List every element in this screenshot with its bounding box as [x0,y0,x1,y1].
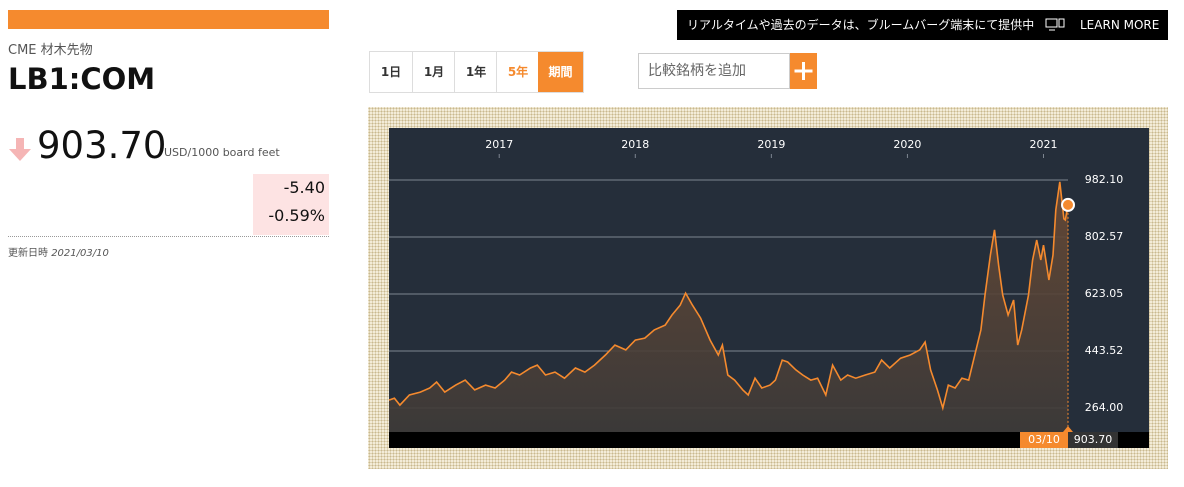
x-tick-label: 2018 [621,138,649,151]
x-tick-label: 2019 [757,138,785,151]
change: -5.40 [283,178,325,197]
date-flag [1020,432,1068,448]
x-tick-label: 2021 [1030,138,1058,151]
compare-placeholder: 比較銘柄を追加 [648,63,746,79]
down-arrow [9,138,31,161]
date-flag-label: 03/10 [1028,433,1060,446]
chart: 264.00 443.52 623.05 802.57 982.10 2017 2018 20… [389,128,1149,448]
price: 903.70 [37,124,167,167]
x-tick-label: 2020 [893,138,921,151]
range-button[interactable]: 5年 [496,52,539,92]
x-tick-label: 2017 [485,138,513,151]
area [389,181,1068,432]
accent-bar [8,10,329,29]
banner-text: リアルタイムや過去のデータは、ブルームバーグ端末にて提供中 [687,18,1035,32]
range-button[interactable]: 1年 [454,52,497,92]
range-button[interactable]: 1日 [380,65,402,79]
updated-date: 2021/03/10 [51,248,109,259]
divider [8,236,329,237]
value-flag [1068,432,1118,448]
banner[interactable]: リアルタイムや過去のデータは、ブルームバーグ端末にて提供中 LEARN MORE [677,10,1168,40]
range-button[interactable]: 1月 [412,52,455,92]
y-tick-label: 623.05 [1085,287,1124,300]
compare-add[interactable] [790,53,817,89]
updated: 更新日時 2021/03/10 [8,244,109,259]
y-tick-label: 443.52 [1085,344,1124,357]
range-button[interactable]: 期間 [538,52,583,92]
updated-label: 更新日時 [8,248,48,259]
y-tick-label: 982.10 [1085,173,1124,186]
exchange: CME 材木先物 [8,43,93,58]
value-flag-label: 903.70 [1074,433,1113,446]
unit: USD/1000 board feet [164,146,280,159]
y-tick-label: 802.57 [1085,230,1124,243]
range-selector: 1日 1月 1年 5年 期間 [369,51,584,93]
change-box: -5.40 -0.59% [253,174,329,235]
line [389,181,1069,412]
terminal-icon [1045,18,1065,31]
time-strip [389,432,1149,448]
cursor-pointer [1063,426,1073,432]
y-tick-label: 264.00 [1085,401,1124,414]
last-point [1061,197,1075,212]
ticker: LB1:COM [8,62,156,96]
change-pct: -0.59% [268,206,325,225]
learn-more[interactable]: LEARN MORE [1080,18,1160,32]
compare-input[interactable]: 比較銘柄を追加 [638,53,790,89]
